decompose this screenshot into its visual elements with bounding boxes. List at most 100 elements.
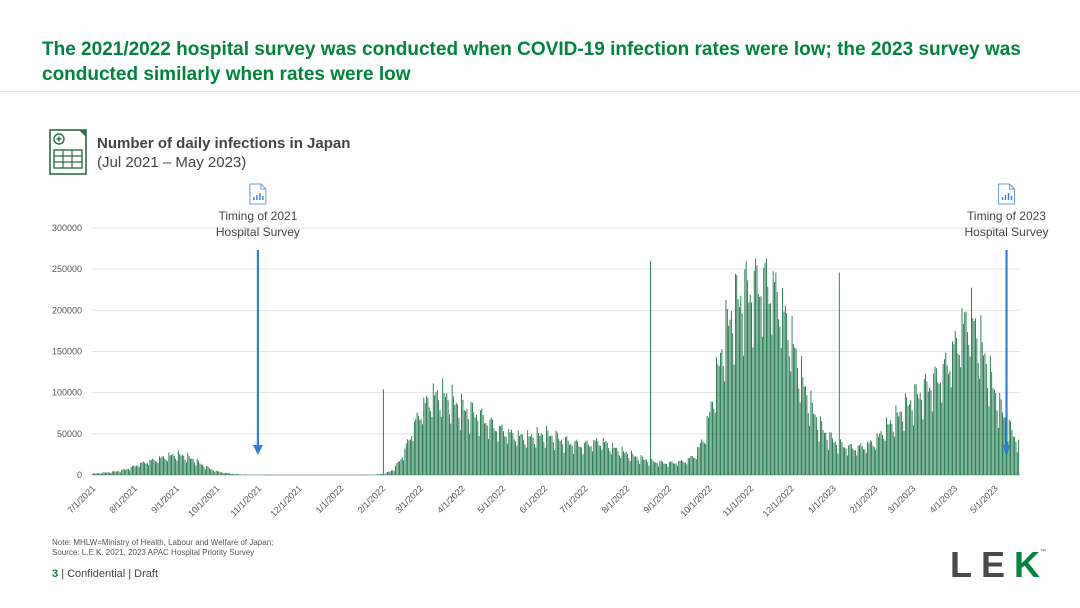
daily-infections-bar xyxy=(748,302,750,475)
daily-infections-bar xyxy=(890,420,891,475)
daily-infections-bar xyxy=(556,432,558,475)
daily-infections-bar xyxy=(786,313,788,475)
daily-infections-bar xyxy=(964,312,966,475)
daily-infections-bar xyxy=(929,387,931,475)
x-tick-label: 12/1/2021 xyxy=(268,483,303,518)
daily-infections-bar xyxy=(886,417,887,475)
daily-infections-bar xyxy=(195,465,197,475)
daily-infections-bar xyxy=(868,443,870,475)
daily-infections-bar xyxy=(813,413,815,475)
survey-2023-annotation: Timing of 2023 Hospital Survey xyxy=(964,183,1049,455)
daily-infections-bar xyxy=(439,410,441,475)
daily-infections-bar xyxy=(555,430,557,475)
daily-infections-bar xyxy=(129,470,131,475)
x-tick-label: 11/1/2021 xyxy=(228,483,263,518)
daily-infections-bar xyxy=(747,280,748,475)
x-tick-label: 9/1/2021 xyxy=(149,483,181,515)
daily-infections-bar xyxy=(546,425,547,475)
daily-infections-bar xyxy=(636,456,638,475)
daily-infections-bar xyxy=(92,473,94,475)
daily-infections-bar xyxy=(171,455,172,475)
x-tick-label: 7/1/2022 xyxy=(558,483,590,515)
chart-subtitle: Number of daily infections in Japan (Jul… xyxy=(97,134,350,172)
daily-infections-bar xyxy=(427,397,429,475)
daily-infections-bar xyxy=(900,411,902,475)
daily-infections-bar xyxy=(477,420,479,475)
daily-infections-bar xyxy=(106,472,108,475)
daily-infections-bar xyxy=(382,389,384,475)
daily-infections-bar xyxy=(652,460,654,475)
daily-infections-bar xyxy=(618,455,620,475)
daily-infections-bar xyxy=(987,388,989,475)
footer: 3 | Confidential | Draft xyxy=(52,568,158,580)
daily-infections-bar xyxy=(488,438,489,475)
daily-infections-bar xyxy=(690,455,692,475)
daily-infections-bar xyxy=(169,455,171,475)
daily-infections-bar xyxy=(605,440,607,475)
daily-infections-bar xyxy=(136,465,137,475)
daily-infections-bar xyxy=(399,461,400,475)
daily-infections-bar xyxy=(942,363,944,475)
daily-infections-bar xyxy=(863,449,864,475)
daily-infections-bar xyxy=(821,421,823,475)
daily-infections-bar xyxy=(160,457,162,475)
daily-infections-bar xyxy=(403,460,404,475)
daily-infections-bar xyxy=(149,459,151,475)
daily-infections-bar xyxy=(227,473,229,475)
daily-infections-bar xyxy=(145,463,147,475)
daily-infections-bar xyxy=(795,348,797,475)
daily-infections-bar xyxy=(449,414,450,475)
daily-infections-bar xyxy=(376,474,378,475)
survey-2021-annotation: Timing of 2021 Hospital Survey xyxy=(216,183,300,455)
daily-infections-bar xyxy=(200,464,202,475)
daily-infections-bar xyxy=(709,411,711,475)
x-tick-label: 4/1/2023 xyxy=(927,483,959,515)
daily-infections-bar xyxy=(230,473,232,475)
daily-infections-bar xyxy=(235,474,237,475)
daily-infections-bar xyxy=(637,460,639,475)
daily-infections-bar xyxy=(849,444,851,475)
daily-infections-bar xyxy=(432,383,434,475)
daily-infections-bar xyxy=(578,446,580,475)
daily-infections-bar xyxy=(91,474,93,475)
daily-infections-bar xyxy=(663,463,665,475)
daily-infections-bar xyxy=(140,462,141,475)
daily-infections-bar xyxy=(480,410,481,475)
daily-infections-bar xyxy=(529,436,531,475)
daily-infections-bar xyxy=(969,356,971,475)
daily-infections-bar xyxy=(550,435,552,475)
daily-infections-bar xyxy=(806,395,808,475)
daily-infections-bar xyxy=(884,441,886,475)
daily-infections-bar xyxy=(610,454,612,475)
daily-infections-bar xyxy=(520,434,522,475)
daily-infections-bar xyxy=(440,416,442,475)
daily-infections-bar xyxy=(490,417,492,475)
daily-infections-bar xyxy=(192,459,194,475)
daily-infections-bar xyxy=(598,445,600,475)
daily-infections-bar xyxy=(521,434,523,475)
daily-infections-bar xyxy=(548,436,550,475)
daily-infections-bar xyxy=(726,309,728,475)
x-tick-label: 2/1/2023 xyxy=(848,483,880,515)
daily-infections-bar xyxy=(519,436,520,475)
slide-title: The 2021/2022 hospital survey was conduc… xyxy=(42,39,1021,85)
daily-infections-bar xyxy=(544,447,546,475)
daily-infections-bar xyxy=(596,438,597,475)
daily-infections-bar xyxy=(511,429,512,475)
daily-infections-bar xyxy=(960,367,962,475)
daily-infections-bar xyxy=(871,441,873,475)
daily-infections-bar xyxy=(218,471,220,475)
daily-infections-bar xyxy=(161,456,163,475)
daily-infections-bar xyxy=(463,410,465,475)
daily-infections-bar xyxy=(474,417,476,475)
daily-infections-bar xyxy=(840,439,842,475)
x-tick-label: 1/1/2023 xyxy=(806,483,838,515)
daily-infections-bar xyxy=(405,443,407,475)
daily-infections-bar xyxy=(641,456,643,475)
daily-infections-bar xyxy=(238,474,240,475)
daily-infections-bar xyxy=(486,425,488,475)
daily-infections-bar xyxy=(907,405,909,475)
daily-infections-bar xyxy=(914,384,916,475)
daily-infections-bar xyxy=(470,401,472,475)
daily-infections-bar xyxy=(968,345,970,475)
